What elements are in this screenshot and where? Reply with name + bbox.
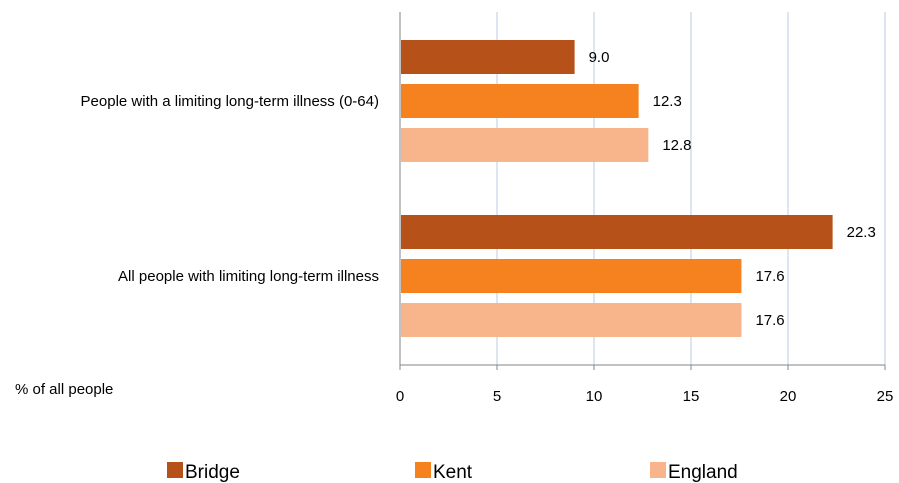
bar (401, 303, 742, 337)
x-tick-label: 25 (877, 388, 894, 405)
legend-swatch (415, 462, 431, 478)
legend-swatch (167, 462, 183, 478)
bar (401, 84, 639, 118)
legend-label: Bridge (185, 462, 240, 483)
x-tick-label: 10 (586, 388, 603, 405)
x-axis-title: % of all people (15, 381, 113, 398)
category-labels: People with a limiting long-term illness… (81, 93, 379, 285)
data-label: 12.3 (653, 93, 682, 110)
x-tick-label: 0 (396, 388, 404, 405)
bar (401, 215, 833, 249)
bar (401, 259, 742, 293)
legend-swatch (650, 462, 666, 478)
legend-label: England (668, 462, 738, 483)
category-label: All people with limiting long-term illne… (118, 268, 379, 285)
data-label: 17.6 (755, 268, 784, 285)
x-tick-label: 20 (780, 388, 797, 405)
data-label: 12.8 (662, 137, 691, 154)
x-tick-label: 5 (493, 388, 501, 405)
legend-label: Kent (433, 462, 473, 483)
data-label: 17.6 (755, 312, 784, 329)
data-label: 9.0 (589, 49, 610, 66)
bar (401, 40, 575, 74)
x-tick-label: 15 (683, 388, 700, 405)
legend: Bridge Kent England (167, 462, 738, 483)
bars-group: 9.0 12.3 12.8 22.3 17.6 17.6 (401, 40, 876, 337)
data-label: 22.3 (847, 224, 876, 241)
category-label: People with a limiting long-term illness… (81, 93, 379, 110)
bar (401, 128, 649, 162)
x-axis: 0 5 10 15 20 25 (396, 12, 894, 405)
